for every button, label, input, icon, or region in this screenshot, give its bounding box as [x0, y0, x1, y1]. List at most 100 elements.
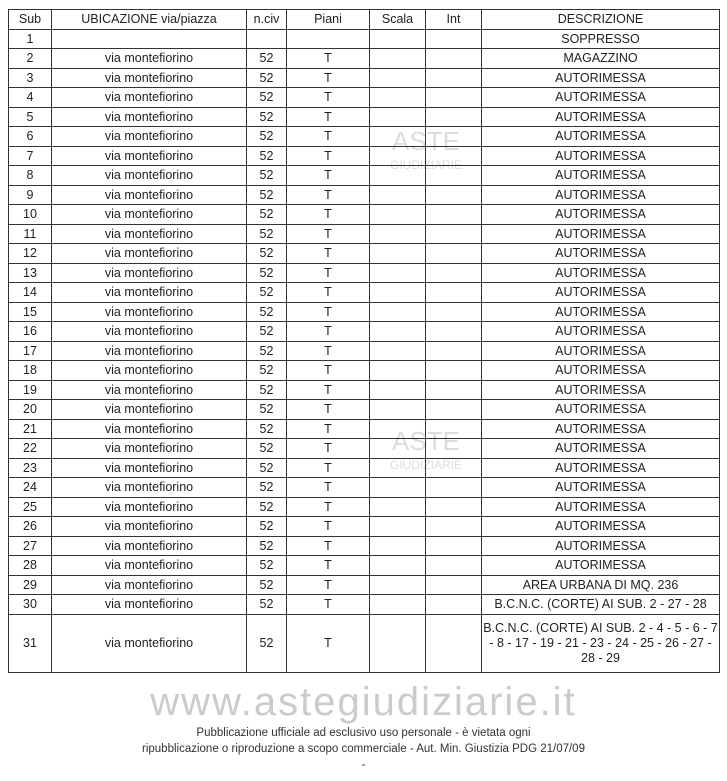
cell-descrizione: AUTORIMESSA	[481, 321, 720, 342]
cell-n-civ: 52	[246, 301, 287, 322]
cell-ubicazione: via montefiorino	[51, 496, 247, 517]
cell-ubicazione: via montefiorino	[51, 340, 247, 361]
cell-piani: T	[286, 126, 370, 147]
cell-scala	[369, 516, 426, 537]
cell-piani: T	[286, 184, 370, 205]
cell-n-civ: 52	[246, 282, 287, 303]
cell-piani: T	[286, 535, 370, 556]
cell-int	[425, 457, 482, 478]
cell-descrizione: AUTORIMESSA	[481, 184, 720, 205]
cell-descrizione: SOPPRESSO	[481, 28, 720, 49]
cell-scala	[369, 204, 426, 225]
cell-sub: 11	[8, 223, 52, 244]
cell-ubicazione: via montefiorino	[51, 106, 247, 127]
table-row: 25 via montefiorino 52 T AUTORIMESSA	[8, 496, 720, 517]
cell-int	[425, 48, 482, 69]
cell-piani: T	[286, 477, 370, 498]
cell-sub: 10	[8, 204, 52, 225]
cell-scala	[369, 438, 426, 459]
cell-n-civ: 52	[246, 48, 287, 69]
cell-ubicazione: via montefiorino	[51, 594, 247, 615]
cell-int	[425, 340, 482, 361]
header-n-civ: n.civ	[246, 9, 287, 30]
table-row: 5 via montefiorino 52 T AUTORIMESSA	[8, 106, 720, 127]
cell-scala	[369, 574, 426, 595]
cell-n-civ: 52	[246, 594, 287, 615]
cell-piani: T	[286, 282, 370, 303]
cell-sub: 19	[8, 379, 52, 400]
cell-descrizione: AUTORIMESSA	[481, 204, 720, 225]
table-row: 26 via montefiorino 52 T AUTORIMESSA	[8, 516, 720, 537]
table-row: 3 via montefiorino 52 T AUTORIMESSA	[8, 67, 720, 88]
cell-ubicazione: via montefiorino	[51, 399, 247, 420]
cell-ubicazione: via montefiorino	[51, 243, 247, 264]
cell-scala	[369, 496, 426, 517]
cell-sub: 15	[8, 301, 52, 322]
cell-piani: T	[286, 262, 370, 283]
cell-descrizione: AUTORIMESSA	[481, 457, 720, 478]
cell-scala	[369, 535, 426, 556]
table-row: 15 via montefiorino 52 T AUTORIMESSA	[8, 301, 720, 322]
cell-sub: 13	[8, 262, 52, 283]
cell-ubicazione: via montefiorino	[51, 145, 247, 166]
table-row: 13 via montefiorino 52 T AUTORIMESSA	[8, 262, 720, 283]
table-row: 12 via montefiorino 52 T AUTORIMESSA	[8, 243, 720, 264]
cell-ubicazione: via montefiorino	[51, 204, 247, 225]
cell-sub: 26	[8, 516, 52, 537]
notice-line: -	[361, 758, 366, 771]
table-row: 14 via montefiorino 52 T AUTORIMESSA	[8, 282, 720, 303]
cell-scala	[369, 67, 426, 88]
cell-int	[425, 555, 482, 576]
table-row: 1 SOPPRESSO	[8, 28, 720, 49]
cell-int	[425, 574, 482, 595]
table-row: 29 via montefiorino 52 T AREA URBANA DI MQ. …	[8, 574, 720, 595]
cell-int	[425, 594, 482, 615]
cell-ubicazione: via montefiorino	[51, 301, 247, 322]
cell-descrizione: AUTORIMESSA	[481, 87, 720, 108]
cell-scala	[369, 379, 426, 400]
cell-ubicazione: via montefiorino	[51, 516, 247, 537]
cell-n-civ: 52	[246, 496, 287, 517]
header-scala: Scala	[369, 9, 426, 30]
cell-n-civ: 52	[246, 438, 287, 459]
cell-scala	[369, 28, 426, 49]
cell-ubicazione: via montefiorino	[51, 613, 247, 673]
table-row: 18 via montefiorino 52 T AUTORIMESSA	[8, 360, 720, 381]
cell-scala	[369, 418, 426, 439]
table-row: 7 via montefiorino 52 T AUTORIMESSA	[8, 145, 720, 166]
table-row: 2 via montefiorino 52 T MAGAZZINO	[8, 48, 720, 69]
cell-ubicazione: via montefiorino	[51, 321, 247, 342]
cell-n-civ: 52	[246, 223, 287, 244]
cell-descrizione: AUTORIMESSA	[481, 262, 720, 283]
cell-int	[425, 145, 482, 166]
cell-int	[425, 282, 482, 303]
cell-int	[425, 438, 482, 459]
cell-piani: T	[286, 321, 370, 342]
cell-piani: T	[286, 555, 370, 576]
table-row: 11 via montefiorino 52 T AUTORIMESSA	[8, 223, 720, 244]
cell-ubicazione: via montefiorino	[51, 418, 247, 439]
cell-sub: 30	[8, 594, 52, 615]
cell-descrizione: AUTORIMESSA	[481, 418, 720, 439]
header-int: Int	[425, 9, 482, 30]
cell-sub: 23	[8, 457, 52, 478]
cell-ubicazione: via montefiorino	[51, 67, 247, 88]
cell-piani: T	[286, 594, 370, 615]
cell-n-civ: 52	[246, 106, 287, 127]
cell-int	[425, 106, 482, 127]
cell-sub: 4	[8, 87, 52, 108]
cell-scala	[369, 555, 426, 576]
cell-int	[425, 165, 482, 186]
cell-piani: T	[286, 399, 370, 420]
cell-descrizione: AUTORIMESSA	[481, 555, 720, 576]
cell-piani: T	[286, 223, 370, 244]
notice-line: ripubblicazione o riproduzione a scopo c…	[142, 742, 585, 755]
cell-ubicazione: via montefiorino	[51, 438, 247, 459]
cell-scala	[369, 360, 426, 381]
cell-piani: T	[286, 145, 370, 166]
cell-ubicazione: via montefiorino	[51, 262, 247, 283]
cell-scala	[369, 48, 426, 69]
table-row: 19 via montefiorino 52 T AUTORIMESSA	[8, 379, 720, 400]
cell-descrizione: AUTORIMESSA	[481, 126, 720, 147]
cell-int	[425, 613, 482, 673]
